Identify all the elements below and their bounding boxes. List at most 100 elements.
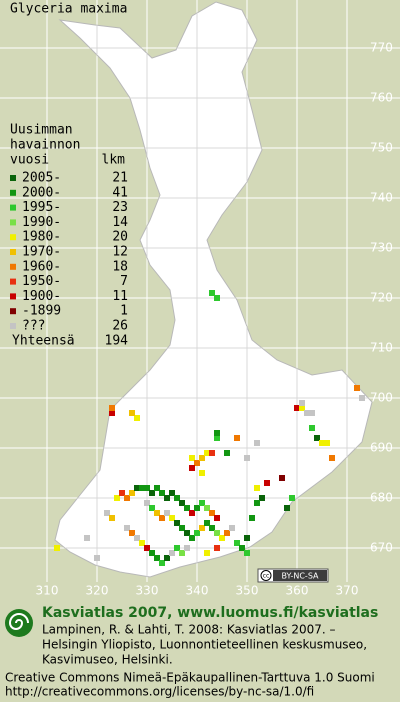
- license-line: Creative Commons Nimeä-Epäkaupallinen-Ta…: [5, 671, 375, 685]
- observation-square: [199, 455, 205, 461]
- finland: [54, 1, 373, 578]
- legend-count: 12: [112, 245, 128, 260]
- observation-square: [254, 440, 260, 446]
- observation-square: [159, 490, 165, 496]
- legend-label: 2000-: [22, 185, 61, 200]
- legend-swatch: [10, 204, 16, 211]
- observation-square: [189, 465, 195, 471]
- cc-icon: cc: [263, 573, 270, 580]
- legend-label: 2005-: [22, 171, 61, 186]
- observation-square: [204, 450, 210, 456]
- observation-square: [109, 410, 115, 416]
- observation-square: [179, 550, 185, 556]
- observation-square: [254, 500, 260, 506]
- observation-square: [199, 470, 205, 476]
- legend-count: 21: [112, 171, 128, 186]
- observation-square: [164, 555, 170, 561]
- observation-square: [134, 415, 140, 421]
- observation-square: [244, 455, 250, 461]
- observation-square: [174, 545, 180, 551]
- observation-square: [149, 550, 155, 556]
- observation-square: [309, 425, 315, 431]
- observation-square: [184, 530, 190, 536]
- observation-square: [164, 495, 170, 501]
- observation-square: [224, 530, 230, 536]
- observation-square: [249, 515, 255, 521]
- observation-square: [214, 295, 220, 301]
- observation-square: [204, 505, 210, 511]
- observation-square: [224, 450, 230, 456]
- legend-label: 1990-: [22, 215, 61, 230]
- observation-square: [109, 405, 115, 411]
- legend-heading: havainnon: [10, 138, 80, 153]
- legend-heading: Uusimman: [10, 123, 73, 138]
- observation-square: [199, 525, 205, 531]
- legend-swatch: [10, 263, 16, 270]
- observation-square: [169, 490, 175, 496]
- cc-text: BY-NC-SA: [281, 572, 319, 581]
- observation-square: [114, 495, 120, 501]
- observation-square: [234, 435, 240, 441]
- legend-count: 14: [112, 215, 128, 230]
- license-line: http://creativecommons.org/licenses/by-n…: [5, 685, 314, 699]
- observation-square: [54, 545, 60, 551]
- citation-line: Helsingin Yliopisto, Luonnontieteellinen…: [42, 638, 367, 652]
- observation-square: [189, 455, 195, 461]
- legend-swatch: [10, 278, 16, 285]
- y-tick-label: 770: [370, 41, 393, 55]
- legend-label: ???: [22, 319, 45, 334]
- legend-label: 1980-: [22, 230, 61, 245]
- observation-square: [129, 410, 135, 416]
- observation-square: [179, 500, 185, 506]
- observation-square: [299, 400, 305, 406]
- observation-square: [284, 505, 290, 511]
- observation-square: [209, 510, 215, 516]
- y-tick-label: 740: [370, 191, 393, 205]
- observation-square: [214, 530, 220, 536]
- observation-square: [304, 410, 310, 416]
- y-tick-label: 730: [370, 241, 393, 255]
- observation-square: [144, 545, 150, 551]
- cc-badge: cc BY-NC-SA: [257, 568, 329, 583]
- x-tick-label: 310: [36, 584, 59, 598]
- legend-swatch: [10, 234, 16, 241]
- observation-square: [154, 485, 160, 491]
- legend-heading: vuosi: [10, 153, 49, 168]
- legend-label: 1970-: [22, 245, 61, 260]
- observation-square: [359, 395, 365, 401]
- observation-square: [259, 495, 265, 501]
- observation-square: [279, 475, 285, 481]
- observation-square: [354, 385, 360, 391]
- legend-count: 11: [112, 289, 128, 304]
- observation-square: [139, 485, 145, 491]
- observation-square: [314, 435, 320, 441]
- observation-square: [189, 535, 195, 541]
- observation-square: [299, 405, 305, 411]
- observation-square: [214, 515, 220, 521]
- observation-square: [169, 515, 175, 521]
- observation-square: [194, 530, 200, 536]
- y-tick-label: 760: [370, 91, 393, 105]
- observation-square: [159, 515, 165, 521]
- observation-square: [174, 520, 180, 526]
- observation-square: [184, 505, 190, 511]
- x-tick-label: 340: [186, 584, 209, 598]
- legend-count: 7: [120, 274, 128, 289]
- observation-square: [204, 520, 210, 526]
- axis-labels: 310 320 330 340 350 360 3706706806907007107207…: [36, 41, 393, 598]
- observation-square: [104, 510, 110, 516]
- observation-square: [124, 525, 130, 531]
- legend-count: 18: [112, 259, 128, 274]
- observation-square: [139, 540, 145, 546]
- observation-square: [84, 535, 90, 541]
- observation-square: [154, 555, 160, 561]
- footer-headline: Kasviatlas 2007, www.luomus.fi/kasviatla…: [42, 605, 378, 621]
- observation-square: [149, 490, 155, 496]
- citation-line: Kasvimuseo, Helsinki.: [42, 653, 173, 667]
- observation-square: [209, 290, 215, 296]
- legend-count: 1: [120, 304, 128, 319]
- legend-count: 41: [112, 185, 128, 200]
- title: Glyceria maxima: [10, 2, 127, 17]
